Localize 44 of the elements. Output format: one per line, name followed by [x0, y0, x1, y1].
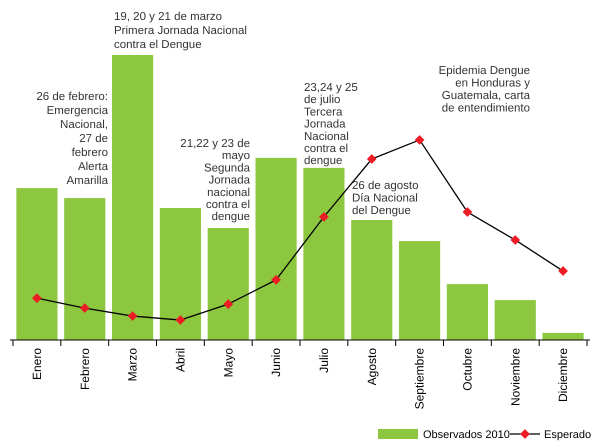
x-tick-label: Julio: [316, 348, 331, 373]
text: 19, 20 y 21 de marzo Primera Jornada Nacional contra el Dengue: [114, 11, 247, 51]
point: [32, 293, 42, 303]
point: [80, 303, 90, 313]
bar: [303, 168, 344, 340]
x-tick-label: Abril: [173, 348, 188, 372]
point: [176, 315, 186, 325]
x-tick-label: Noviembre: [508, 348, 522, 406]
annotation: 21,22 y 23 de mayo Segunda Jornada nacional contra el dengue: [180, 138, 251, 224]
annotation: 26 de agosto Día Nacional del Dengue: [352, 180, 419, 217]
bar: [208, 228, 249, 340]
x-tick-label: Octubre: [460, 348, 474, 391]
x-tick-label: Diciembre: [556, 348, 570, 402]
annotation: 23,24 y 25 de julio Tercera Jornada Nacional contra el dengue: [304, 82, 358, 168]
x-tick-label: Febrero: [78, 348, 92, 390]
bar: [112, 55, 154, 340]
bar: [542, 332, 584, 340]
bar: [256, 158, 297, 340]
point: [510, 235, 520, 245]
x-tick-label: Agosto: [364, 348, 379, 386]
point: [558, 266, 568, 276]
bar: [399, 241, 440, 340]
bar: [160, 208, 201, 340]
point: [271, 275, 281, 285]
point: [223, 299, 234, 309]
point: [462, 207, 472, 217]
bar: [351, 220, 392, 340]
bar: [446, 284, 488, 340]
bar: [64, 198, 106, 340]
legend-label: Observados 2010: [423, 429, 510, 441]
bar: [16, 188, 58, 340]
x-tick-label: Septiembre: [412, 348, 427, 410]
point: [414, 135, 424, 145]
x-tick-label: Marzo: [126, 348, 140, 382]
annotation: 26 de febrero: Emergencia Nacional, 27 de febrero Alerta Amarilla: [36, 91, 109, 187]
x-tick-label: Junio: [269, 348, 284, 377]
x-tick-label: Mayo: [221, 348, 236, 378]
annotation: Epidemia Dengue en Honduras y Guatemala, carta de entendimiento: [438, 65, 531, 114]
point: [366, 154, 377, 164]
point: [319, 212, 329, 222]
point: [128, 311, 138, 321]
legend-label: Esperado: [544, 429, 592, 441]
x-tick-label: Enero: [30, 348, 44, 380]
bar: [494, 300, 536, 340]
